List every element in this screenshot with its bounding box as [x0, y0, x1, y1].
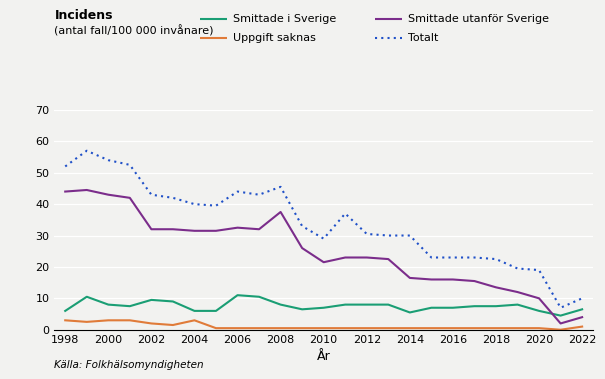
Text: Uppgift saknas: Uppgift saknas [233, 33, 316, 43]
Text: (antal fall/100 000 invånare): (antal fall/100 000 invånare) [54, 25, 214, 36]
X-axis label: År: År [317, 350, 330, 363]
Text: Incidens: Incidens [54, 9, 113, 22]
Text: Smittade utanför Sverige: Smittade utanför Sverige [408, 14, 549, 24]
Text: Källa: Folkhälsomyndigheten: Källa: Folkhälsomyndigheten [54, 360, 204, 370]
Text: Totalt: Totalt [408, 33, 439, 43]
Text: Smittade i Sverige: Smittade i Sverige [233, 14, 336, 24]
